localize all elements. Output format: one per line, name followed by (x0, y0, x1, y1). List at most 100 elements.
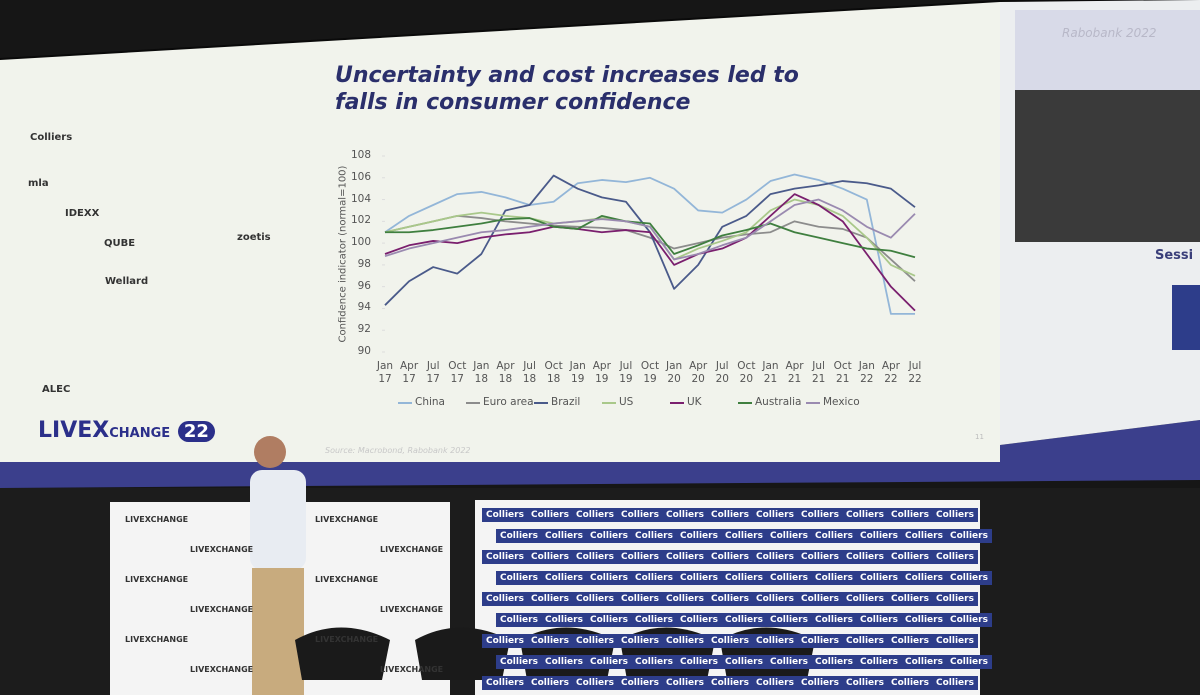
banner-sponsor: Colliers (662, 508, 708, 522)
banner-sponsor: Colliers (721, 529, 767, 543)
banner-sponsor: Colliers (856, 613, 902, 627)
banner-sponsor: Colliers (631, 613, 677, 627)
sponsor-logo: zoetis (237, 232, 271, 243)
series-line (384, 173, 915, 315)
y-tick-label: 92 (357, 323, 371, 336)
banner-event: LIVEXCHANGE (190, 605, 254, 614)
sponsor-logo: Wellard (105, 276, 149, 287)
banner-sponsor: Colliers (586, 613, 632, 627)
x-tick-label: Oct 17 (448, 360, 467, 385)
banner-sponsor: Colliers (676, 529, 722, 543)
event-logo-name: LIVEX (38, 418, 110, 443)
banner-event: LIVEXCHANGE (190, 665, 254, 674)
banner-sponsor: Colliers (901, 655, 947, 669)
banner-sponsor: Colliers (932, 550, 978, 564)
banner-sponsor: Colliers (662, 634, 708, 648)
y-tick-label: 102 (350, 214, 371, 227)
banner-sponsor: Colliers (586, 529, 632, 543)
banner-sponsor: Colliers (797, 676, 843, 690)
banner-sponsor: Colliers (811, 613, 857, 627)
banner-sponsor: Colliers (752, 550, 798, 564)
banner-sponsor: Colliers (676, 613, 722, 627)
banner-sponsor: Colliers (887, 592, 933, 606)
banner-event: LIVEXCHANGE (315, 575, 379, 584)
banner-sponsor: Colliers (631, 571, 677, 585)
speaker-trousers (252, 568, 304, 695)
sponsor-logo: IDEXX (65, 208, 100, 219)
y-tick-label: 104 (350, 192, 371, 205)
banner-sponsor: Colliers (617, 676, 663, 690)
banner-sponsor: Colliers (811, 529, 857, 543)
banner-sponsor: Colliers (707, 634, 753, 648)
x-tick-label: Jan 18 (473, 360, 490, 385)
banner-sponsor: Colliers (572, 550, 618, 564)
banner-sponsor: Colliers (631, 529, 677, 543)
banner-event: LIVEXCHANGE (190, 545, 254, 554)
chair (295, 627, 390, 680)
legend-label: Euro area (483, 396, 534, 408)
banner-sponsor: Colliers (932, 634, 978, 648)
banner-sponsor: Colliers (856, 529, 902, 543)
video-caption: Sessi (1155, 248, 1194, 263)
legend-label: UK (687, 396, 702, 408)
banner-sponsor: Colliers (527, 676, 573, 690)
legend-label: China (415, 396, 445, 408)
banner-sponsor: Colliers (887, 550, 933, 564)
banner-sponsor: Colliers (811, 571, 857, 585)
x-tick-label: Jul 21 (811, 360, 826, 385)
x-tick-label: Jul 18 (522, 360, 537, 385)
x-tick-label: Jul 17 (426, 360, 440, 385)
banner-sponsor: Colliers (901, 571, 947, 585)
page-number: 11 (975, 433, 984, 441)
banner-sponsor: Colliers (946, 529, 992, 543)
video-credit: Rabobank 2022 (1062, 26, 1157, 40)
banner-sponsor: Colliers (721, 655, 767, 669)
banner-sponsor: Colliers (842, 634, 888, 648)
y-tick-label: 100 (350, 236, 371, 249)
banner-sponsor: Colliers (766, 655, 812, 669)
banner-event: LIVEXCHANGE (125, 515, 189, 524)
banner-sponsor: Colliers (797, 550, 843, 564)
banner-sponsor: Colliers (527, 508, 573, 522)
banner-sponsor: Colliers (586, 571, 632, 585)
banner-sponsor: Colliers (662, 676, 708, 690)
banner-sponsor: Colliers (676, 655, 722, 669)
x-tick-label: Oct 20 (737, 360, 756, 385)
series-line (385, 214, 916, 259)
x-tick-label: Jan 17 (376, 360, 394, 385)
banner-sponsor: Colliers (721, 613, 767, 627)
banner-sponsor: Colliers (752, 634, 798, 648)
banner-sponsor: Colliers (707, 592, 753, 606)
banner-event: LIVEXCHANGE (380, 545, 444, 554)
banner-sponsor: Colliers (887, 676, 933, 690)
x-tick-label: Apr 21 (785, 360, 804, 385)
banner-sponsor: Colliers (856, 655, 902, 669)
x-tick-label: Jan 19 (569, 360, 586, 385)
banner-sponsor: Colliers (541, 571, 587, 585)
banner-sponsor: Colliers (842, 676, 888, 690)
banner-sponsor: Colliers (572, 634, 618, 648)
banner-sponsor: Colliers (752, 676, 798, 690)
x-tick-label: Jan 20 (665, 360, 683, 385)
series-line (384, 198, 916, 261)
banner-event: LIVEXCHANGE (380, 665, 444, 674)
banner-sponsor: Colliers (932, 676, 978, 690)
x-tick-label: Jan 22 (858, 360, 875, 385)
x-tick-label: Apr 18 (496, 360, 515, 385)
banner-event: LIVEXCHANGE (125, 635, 189, 644)
sponsor-logo: mla (28, 178, 49, 189)
banner-event: LIVEXCHANGE (380, 605, 444, 614)
chart-title: Uncertainty and cost increases led to fa… (335, 63, 799, 115)
banner-sponsor: Colliers (766, 529, 812, 543)
banner-sponsor: Colliers (527, 592, 573, 606)
video-top (1015, 10, 1200, 90)
x-tick-label: Apr 17 (399, 360, 419, 385)
event-logo-year: 22 (177, 421, 215, 442)
banner-sponsor: Colliers (946, 613, 992, 627)
speaker (250, 436, 306, 695)
banner-sponsor: Colliers (572, 592, 618, 606)
speaker-head (254, 436, 286, 468)
legend-label: Australia (755, 396, 802, 408)
banner-event: LIVEXCHANGE (315, 635, 379, 644)
legend-label: Brazil (551, 396, 581, 408)
